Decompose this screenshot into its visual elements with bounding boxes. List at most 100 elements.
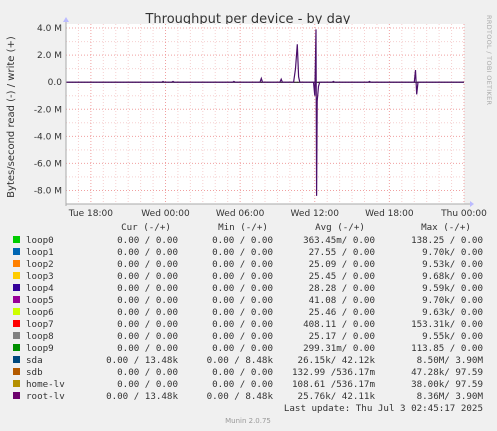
legend-max-value: 113.85 / 0.00 <box>411 343 483 354</box>
legend-swatch <box>13 368 20 375</box>
legend-min-value: 0.00 / 0.00 <box>212 319 273 330</box>
legend-cur-value: 0.00 / 13.48k <box>106 391 178 402</box>
x-tick-label: Wed 00:00 <box>141 209 190 219</box>
y-tick-label: 2.0 M <box>37 51 62 61</box>
legend-cur-value: 0.00 / 0.00 <box>117 379 178 390</box>
legend-min-value: 0.00 / 0.00 <box>212 283 273 294</box>
legend-header-max: Max (-/+) <box>421 222 471 233</box>
legend-avg-value: 25.76k/ 42.11k <box>298 391 376 402</box>
legend-swatch <box>13 260 20 267</box>
y-tick-label: -8.0 M <box>34 186 62 196</box>
legend-max-value: 9.68k/ 0.00 <box>422 271 483 282</box>
legend-cur-value: 0.00 / 0.00 <box>117 271 178 282</box>
legend-avg-value: 28.28 / 0.00 <box>309 283 375 294</box>
legend-device-name: loop0 <box>26 235 54 246</box>
legend-table: Cur (-/+) Min (-/+) Avg (-/+) Max (-/+) … <box>13 222 483 402</box>
legend-swatch <box>13 284 20 291</box>
series-line-root-lv <box>66 29 464 196</box>
y-axis-label: Bytes/second read (-) / write (+) <box>6 36 17 198</box>
legend-device-name: loop6 <box>26 307 54 318</box>
legend-min-value: 0.00 / 8.48k <box>207 355 274 366</box>
legend-avg-value: 363.45m/ 0.00 <box>303 235 375 246</box>
y-tick-label: -6.0 M <box>34 159 62 169</box>
legend-avg-value: 26.15k/ 42.12k <box>298 355 376 366</box>
legend-avg-value: 108.61 /536.17m <box>292 379 375 390</box>
legend-cur-value: 0.00 / 13.48k <box>106 355 178 366</box>
legend-avg-value: 25.45 / 0.00 <box>309 271 375 282</box>
legend-max-value: 9.59k/ 0.00 <box>422 283 483 294</box>
y-tick-label: -4.0 M <box>34 132 62 142</box>
legend-max-value: 47.28k/ 97.59 <box>411 367 483 378</box>
legend-min-value: 0.00 / 0.00 <box>212 367 273 378</box>
legend-min-value: 0.00 / 0.00 <box>212 331 273 342</box>
legend-cur-value: 0.00 / 0.00 <box>117 259 178 270</box>
x-tick-label: Wed 06:00 <box>216 209 265 219</box>
legend-swatch <box>13 392 20 399</box>
legend-device-name: loop8 <box>26 331 54 342</box>
x-tick-label: Wed 18:00 <box>365 209 414 219</box>
legend-swatch <box>13 320 20 327</box>
x-tick-label: Wed 12:00 <box>291 209 340 219</box>
legend-min-value: 0.00 / 0.00 <box>212 235 273 246</box>
y-axis: 4.0 M 2.0 M 0.0 -2.0 M -4.0 M -6.0 M -8.0 M <box>34 24 62 196</box>
munin-version: Munin 2.0.75 <box>225 417 271 425</box>
legend-device-name: loop7 <box>26 319 54 330</box>
legend-cur-value: 0.00 / 0.00 <box>117 295 178 306</box>
legend-avg-value: 41.08 / 0.00 <box>309 295 375 306</box>
legend-max-value: 8.50M/ 3.90M <box>417 355 484 366</box>
legend-max-value: 8.36M/ 3.90M <box>417 391 484 402</box>
legend-device-name: loop9 <box>26 343 54 354</box>
legend-avg-value: 25.17 / 0.00 <box>309 331 375 342</box>
legend-max-value: 153.31k/ 0.00 <box>411 319 483 330</box>
legend-cur-value: 0.00 / 0.00 <box>117 283 178 294</box>
legend-device-name: home-lv <box>26 379 65 390</box>
y-axis-arrow <box>63 17 69 22</box>
y-tick-label: -2.0 M <box>34 105 62 115</box>
legend-device-name: loop1 <box>26 247 54 258</box>
legend-min-value: 0.00 / 0.00 <box>212 271 273 282</box>
legend-max-value: 38.00k/ 97.59 <box>411 379 483 390</box>
legend-cur-value: 0.00 / 0.00 <box>117 319 178 330</box>
y-tick-label: 0.0 <box>48 78 63 88</box>
x-axis-arrow <box>470 201 474 207</box>
legend-min-value: 0.00 / 0.00 <box>212 259 273 270</box>
legend-avg-value: 299.31m/ 0.00 <box>303 343 375 354</box>
chart-title: Throughput per device - by day <box>144 12 350 27</box>
legend-max-value: 9.70k/ 0.00 <box>422 247 483 258</box>
legend-swatch <box>13 296 20 303</box>
legend-swatch <box>13 248 20 255</box>
legend-avg-value: 408.11 / 0.00 <box>303 319 375 330</box>
rrdtool-credit: RRDTOOL / TOBI OETIKER <box>485 15 493 105</box>
series-lines <box>66 29 464 196</box>
legend-cur-value: 0.00 / 0.00 <box>117 331 178 342</box>
legend-header-cur: Cur (-/+) <box>121 222 171 233</box>
legend-cur-value: 0.00 / 0.00 <box>117 307 178 318</box>
legend-min-value: 0.00 / 0.00 <box>212 379 273 390</box>
legend-swatch <box>13 308 20 315</box>
legend-device-name: loop4 <box>26 283 54 294</box>
x-tick-label: Tue 18:00 <box>68 209 113 219</box>
legend-min-value: 0.00 / 0.00 <box>212 295 273 306</box>
legend-swatch <box>13 332 20 339</box>
legend-avg-value: 25.46 / 0.00 <box>309 307 375 318</box>
legend-avg-value: 27.55 / 0.00 <box>309 247 375 258</box>
legend-cur-value: 0.00 / 0.00 <box>117 235 178 246</box>
legend-min-value: 0.00 / 8.48k <box>207 391 274 402</box>
last-update: Last update: Thu Jul 3 02:45:17 2025 <box>284 403 483 414</box>
legend-device-name: loop3 <box>26 271 54 282</box>
legend-swatch <box>13 344 20 351</box>
x-axis: Tue 18:00 Wed 00:00 Wed 06:00 Wed 12:00 Wed … <box>68 209 487 219</box>
legend-min-value: 0.00 / 0.00 <box>212 247 273 258</box>
legend-swatch <box>13 236 20 243</box>
legend-cur-value: 0.00 / 0.00 <box>117 343 178 354</box>
legend-swatch <box>13 356 20 363</box>
legend-min-value: 0.00 / 0.00 <box>212 307 273 318</box>
legend-swatch <box>13 272 20 279</box>
legend-device-name: loop2 <box>26 259 54 270</box>
legend-device-name: root-lv <box>26 391 65 402</box>
legend-min-value: 0.00 / 0.00 <box>212 343 273 354</box>
x-tick-label: Thu 00:00 <box>440 209 487 219</box>
y-tick-label: 4.0 M <box>37 24 62 34</box>
legend-device-name: sdb <box>26 367 43 378</box>
